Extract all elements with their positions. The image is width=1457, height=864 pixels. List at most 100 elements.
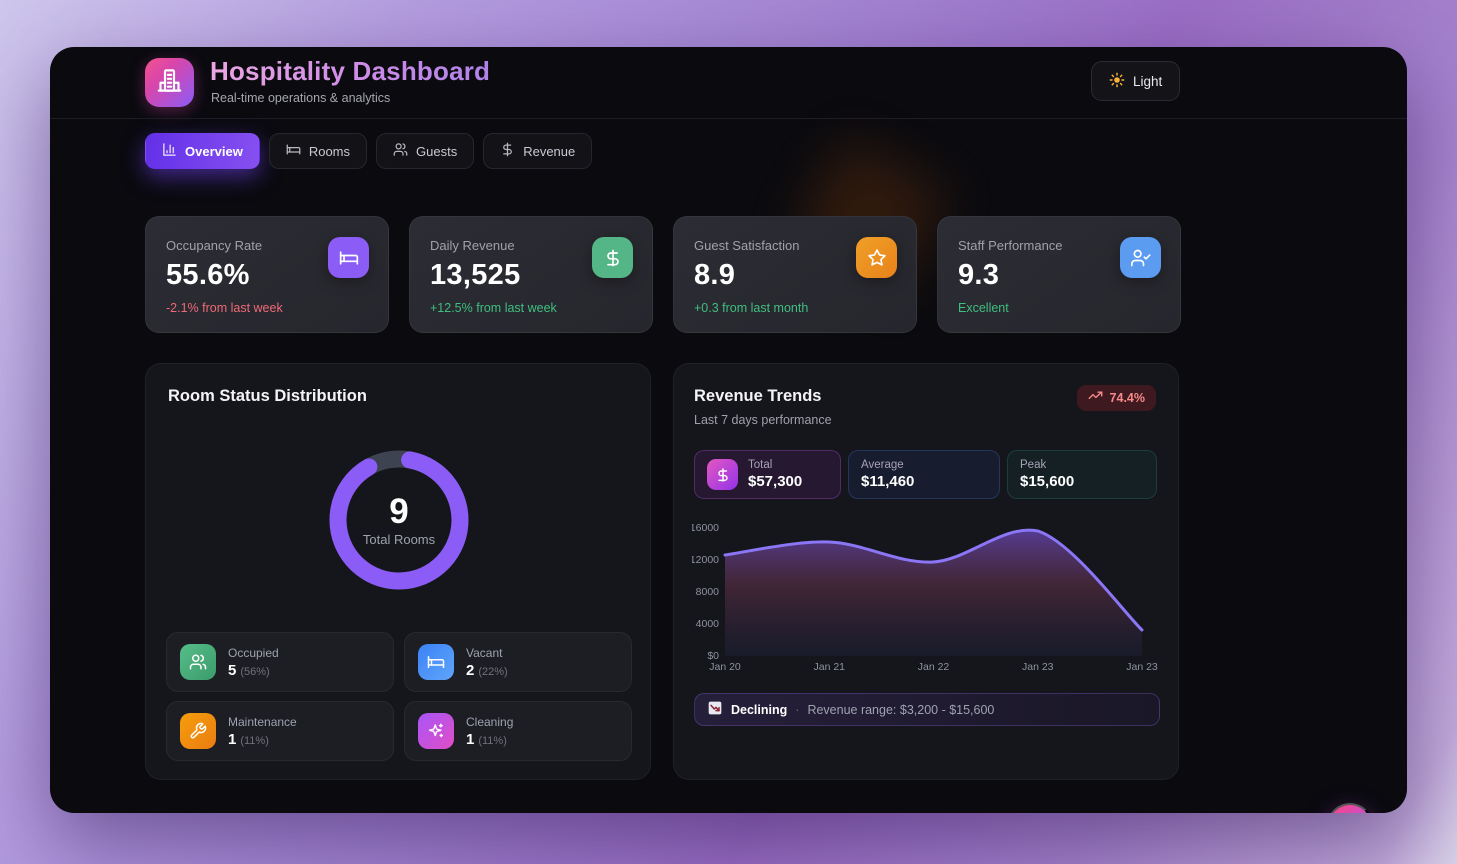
y-axis-tick: 12000: [692, 554, 719, 566]
tab-guests[interactable]: Guests: [376, 133, 475, 169]
x-axis-tick: Jan 20: [709, 661, 741, 673]
room-status-donut-chart: 9 Total Rooms: [314, 435, 484, 605]
kpi-delta: +12.5% from last week: [430, 301, 557, 315]
legend-item-vacant: Vacant 2 (22%): [404, 632, 632, 692]
stat-value: $57,300: [748, 473, 803, 490]
banner-separator: ·: [795, 702, 800, 717]
theme-toggle-button[interactable]: Light: [1091, 61, 1181, 101]
page-title: Hospitality Dashboard: [210, 56, 491, 86]
bed-icon: [418, 644, 454, 680]
user-check-icon: [1120, 237, 1161, 278]
legend-count: 1 (11%): [466, 730, 507, 748]
revenue-area-chart: [723, 528, 1144, 656]
legend-count: 5 (56%): [228, 661, 270, 679]
stat-chip-total: Total $57,300: [694, 450, 841, 499]
kpi-label: Staff Performance: [958, 238, 1063, 253]
legend-label: Occupied: [228, 645, 279, 660]
legend-texts: Cleaning 1 (11%): [466, 715, 513, 748]
legend-count: 1 (11%): [228, 730, 269, 748]
legend-label: Cleaning: [466, 714, 514, 729]
legend-percent: (22%): [478, 665, 508, 678]
trend-summary-banner: Declining · Revenue range: $3,200 - $15,…: [694, 693, 1160, 726]
kpi-card-guest-satisfaction: Guest Satisfaction 8.9 +0.3 from last mo…: [673, 216, 917, 333]
x-axis-tick: Jan 23: [1126, 661, 1158, 673]
kpi-row: Occupancy Rate 55.6% -2.1% from last wee…: [145, 216, 1181, 333]
page-subtitle: Real-time operations & analytics: [211, 91, 391, 105]
legend-texts: Maintenance 1 (11%): [228, 715, 297, 748]
legend-percent: (11%): [240, 734, 269, 747]
legend-item-maintenance: Maintenance 1 (11%): [166, 701, 394, 761]
revenue-line: [723, 528, 1144, 632]
y-axis-tick: 8000: [695, 586, 719, 598]
kpi-value: 55.6%: [166, 259, 250, 291]
stat-chip-average: Average $11,460: [848, 450, 1000, 499]
trending-icon: [1088, 389, 1103, 407]
stat-chip-peak: Peak $15,600: [1007, 450, 1157, 499]
kpi-delta: Excellent: [958, 301, 1009, 315]
kpi-label: Occupancy Rate: [166, 238, 263, 253]
dashboard-window: Hospitality Dashboard Real-time operatio…: [50, 47, 1407, 813]
trend-percentage-badge: 74.4%: [1076, 385, 1156, 411]
revenue-range-text: Revenue range: $3,200 - $15,600: [807, 702, 995, 717]
tab-label: Guests: [416, 143, 458, 159]
stat-texts: Average $11,460: [861, 459, 914, 490]
chat-fab-button[interactable]: [1327, 803, 1373, 813]
kpi-value: 13,525: [430, 259, 521, 291]
panel-subtitle: Last 7 days performance: [694, 413, 832, 427]
stat-texts: Total $57,300: [748, 459, 802, 490]
tab-rooms[interactable]: Rooms: [268, 133, 368, 169]
area-fill: [725, 530, 1142, 656]
total-rooms-label: Total Rooms: [362, 531, 436, 547]
bed-icon: [328, 237, 369, 278]
kpi-delta: -2.1% from last week: [166, 301, 283, 315]
y-axis-tick: $0: [707, 650, 719, 662]
panels-row: Room Status Distribution 9 Total Rooms: [145, 363, 1179, 780]
trend-status: Declining: [731, 702, 788, 717]
bed-icon: [286, 142, 301, 160]
legend-percent: (56%): [240, 665, 270, 678]
stat-label: Peak: [1020, 459, 1047, 471]
x-axis-tick: Jan 22: [917, 661, 950, 673]
y-axis-tick: 4000: [695, 618, 719, 630]
kpi-value: 8.9: [694, 259, 736, 291]
tab-bar: Overview Rooms Guests Revenue: [145, 133, 593, 169]
x-axis-tick: Jan 21: [813, 661, 846, 673]
users-icon: [180, 644, 216, 680]
kpi-delta: +0.3 from last month: [694, 301, 809, 315]
y-axis-tick: 16000: [692, 522, 719, 534]
legend-label: Vacant: [466, 645, 503, 660]
dollar-icon: [500, 142, 515, 160]
kpi-value: 9.3: [958, 259, 1000, 291]
kpi-card-occupancy: Occupancy Rate 55.6% -2.1% from last wee…: [145, 216, 389, 333]
panel-title: Room Status Distribution: [168, 387, 367, 405]
app-logo: [145, 58, 194, 107]
legend-item-cleaning: Cleaning 1 (11%): [404, 701, 632, 761]
revenue-trends-panel: Revenue Trends 74.4% Last 7 days perform…: [673, 363, 1179, 780]
users-icon: [393, 142, 408, 160]
legend-texts: Occupied 5 (56%): [228, 646, 279, 679]
kpi-card-daily-revenue: Daily Revenue 13,525 +12.5% from last we…: [409, 216, 653, 333]
stat-value: $15,600: [1020, 473, 1075, 490]
dollar-icon: [592, 237, 633, 278]
tab-label: Rooms: [308, 143, 351, 159]
revenue-stats-row: Total $57,300 Average $11,460 Peak $15,6…: [694, 450, 1157, 499]
tab-revenue[interactable]: Revenue: [483, 133, 593, 169]
tab-overview[interactable]: Overview: [145, 133, 260, 169]
donut-center: 9 Total Rooms: [314, 435, 484, 605]
donut-ring: [329, 450, 469, 590]
dollar-icon: [707, 459, 738, 490]
x-axis: Jan 20 Jan 21 Jan 22 Jan 23 Jan 23: [709, 661, 1158, 675]
kpi-label: Daily Revenue: [430, 238, 515, 253]
legend-label: Maintenance: [228, 714, 297, 729]
theme-toggle-label: Light: [1133, 73, 1163, 89]
total-rooms-value: 9: [389, 491, 409, 531]
x-axis-tick: Jan 23: [1021, 661, 1054, 673]
legend-count: 2 (22%): [466, 661, 508, 679]
room-status-panel: Room Status Distribution 9 Total Rooms: [145, 363, 651, 780]
header-divider: [50, 118, 1407, 119]
kpi-label: Guest Satisfaction: [694, 238, 800, 253]
star-icon: [856, 237, 897, 278]
sun-icon: [1109, 72, 1125, 91]
panel-title: Revenue Trends: [694, 387, 822, 405]
sparkles-icon: [418, 713, 454, 749]
